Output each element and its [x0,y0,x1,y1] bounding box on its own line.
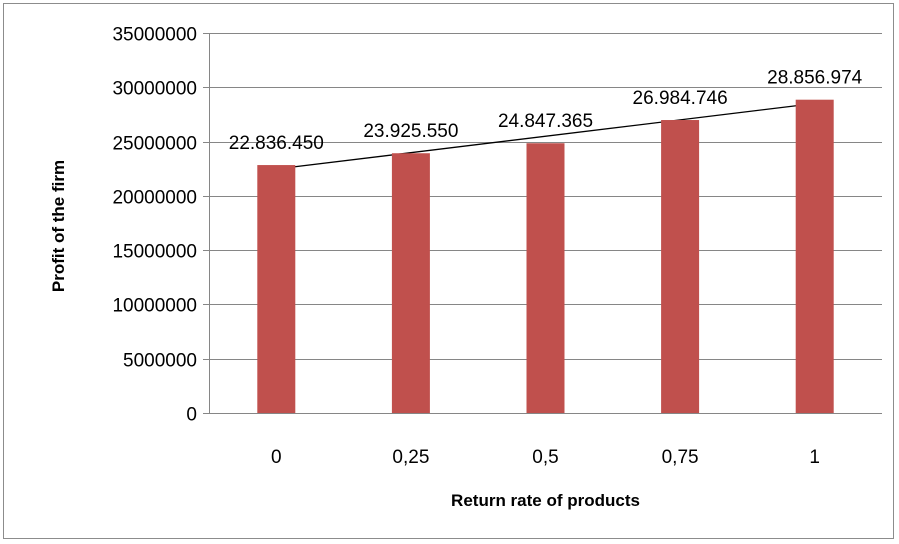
data-label: 28.856.974 [767,68,863,89]
x-tick-label: 0,5 [532,447,558,468]
chart-frame [3,3,894,539]
y-tick-label: 30000000 [112,79,197,100]
bar [257,165,296,413]
x-tick-label: 1 [809,447,820,468]
y-tick-label: 5000000 [123,351,197,372]
x-axis-title: Return rate of products [451,491,640,510]
data-label: 22.836.450 [229,133,324,154]
y-tick-label: 35000000 [112,25,197,46]
bar [391,153,430,414]
trendline-layer [276,102,815,170]
y-tick-label: 25000000 [112,134,197,155]
data-label: 26.984.746 [633,88,728,109]
y-tick-label: 20000000 [112,188,197,209]
gridlines [209,33,882,360]
bars [257,99,834,414]
y-tick-label: 0 [186,405,197,426]
data-label: 24.847.365 [498,111,593,132]
y-axis-title: Profit of the firm [49,160,68,292]
bar [526,143,565,413]
x-tick-label: 0 [271,447,282,468]
axes: 0 5000000 10000000 15000000 20000000 25000000… [112,25,882,468]
x-tick-label: 0,75 [662,447,699,468]
y-tick-label: 10000000 [112,296,197,317]
bar [795,99,834,413]
bar [661,120,700,413]
x-tick-label: 0,25 [392,447,429,468]
y-tick-label: 15000000 [112,242,197,263]
trendline [276,102,815,170]
data-label: 23.925.550 [363,121,458,142]
data-labels: 22.836.450 23.925.550 24.847.365 26.984.746… [229,68,863,154]
